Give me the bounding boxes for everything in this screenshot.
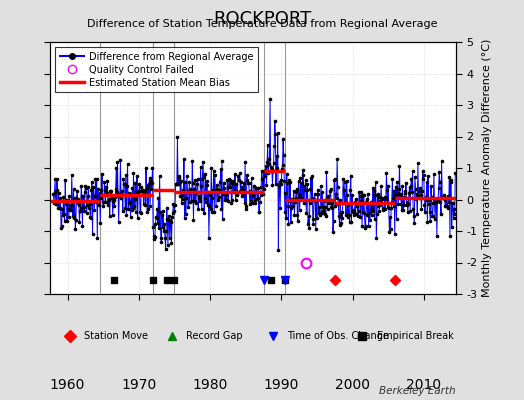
Legend: Difference from Regional Average, Quality Control Failed, Estimated Station Mean: Difference from Regional Average, Qualit… xyxy=(54,47,258,92)
Text: Station Move: Station Move xyxy=(84,331,148,341)
Text: 1980: 1980 xyxy=(192,378,228,392)
Text: Time of Obs. Change: Time of Obs. Change xyxy=(287,331,389,341)
Text: Berkeley Earth: Berkeley Earth xyxy=(379,386,456,396)
Y-axis label: Monthly Temperature Anomaly Difference (°C): Monthly Temperature Anomaly Difference (… xyxy=(482,39,492,297)
Text: Record Gap: Record Gap xyxy=(186,331,243,341)
Text: Difference of Station Temperature Data from Regional Average: Difference of Station Temperature Data f… xyxy=(87,19,437,29)
Text: ROCKPORT: ROCKPORT xyxy=(213,10,311,28)
Text: 1990: 1990 xyxy=(264,378,299,392)
Text: 2010: 2010 xyxy=(406,378,441,392)
Text: 1960: 1960 xyxy=(50,378,85,392)
Text: 2000: 2000 xyxy=(335,378,370,392)
Text: 1970: 1970 xyxy=(121,378,157,392)
Text: Empirical Break: Empirical Break xyxy=(377,331,453,341)
